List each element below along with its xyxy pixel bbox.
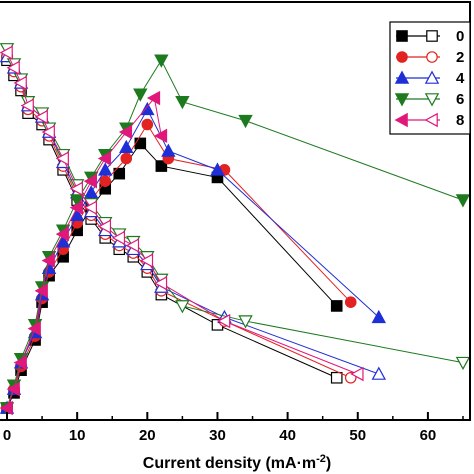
series-4-power-point xyxy=(98,162,113,176)
legend-item-2: 2 xyxy=(396,49,464,66)
series-8-voltage-point xyxy=(83,200,97,215)
series-0-power-point xyxy=(134,137,147,150)
tick-layer: 0 10 20 30 40 50 60 xyxy=(3,412,464,444)
x-tick-label: 10 xyxy=(69,427,86,444)
plot-frame xyxy=(0,1,471,421)
series-8-voltage-point xyxy=(350,366,364,382)
series-4-power-point xyxy=(140,101,155,116)
x-tick-label: 40 xyxy=(279,427,296,444)
series-2-power-point xyxy=(99,175,112,187)
series-8-voltage-point xyxy=(217,313,231,329)
series-8-voltage-point xyxy=(153,276,168,291)
x-axis-title-superscript: -2 xyxy=(316,453,326,465)
series-2-power-point xyxy=(141,118,154,131)
x-tick-label: 60 xyxy=(420,427,437,444)
series-8-voltage-line xyxy=(6,52,358,375)
x-tick-label: 50 xyxy=(349,427,366,444)
series-0-power-point xyxy=(330,300,343,312)
legend-marker-open xyxy=(424,93,440,107)
series-4-power-point xyxy=(119,139,134,153)
x-tick-label: 20 xyxy=(139,427,156,444)
series-8-power-point xyxy=(13,355,27,370)
series-0-voltage-point xyxy=(330,371,343,384)
legend-label: 4 xyxy=(456,70,465,87)
series-2-power-point xyxy=(120,152,133,165)
legend-item-6: 6 xyxy=(394,91,464,108)
series-8-voltage-point xyxy=(55,151,69,166)
legend-marker-open xyxy=(426,30,438,42)
series-6-voltage-point xyxy=(175,300,190,314)
legend-label: 2 xyxy=(456,49,464,66)
series-6-power-point xyxy=(69,194,85,208)
legend-marker-filled xyxy=(396,30,408,42)
series-8-voltage-point xyxy=(20,98,34,113)
series-layer xyxy=(0,43,471,416)
legend-marker-open xyxy=(424,112,438,128)
x-axis-title: Current density (mA·m-2) xyxy=(143,453,331,472)
series-6-power-point xyxy=(133,88,148,102)
series-6-power-point xyxy=(455,194,471,208)
legend-marker-filled xyxy=(394,93,410,107)
series-8-voltage-point xyxy=(41,124,55,140)
series-8-voltage-point xyxy=(6,60,20,76)
x-tick-label: 0 xyxy=(3,427,11,444)
legend-marker-filled xyxy=(394,112,408,128)
series-8-power-point xyxy=(146,90,161,106)
series-8-power-point xyxy=(0,400,13,416)
series-8-power-point xyxy=(41,253,55,268)
series-8-voltage-point xyxy=(13,75,27,91)
series-8-power-point xyxy=(34,283,48,299)
series-4-power-point xyxy=(210,162,225,176)
series-8-power-point xyxy=(97,151,112,166)
legend-item-8: 8 xyxy=(394,112,464,129)
legend-marker-open xyxy=(426,51,438,63)
series-8-voltage-point xyxy=(125,238,140,253)
series-8-power-point xyxy=(55,226,69,242)
legend-label: 8 xyxy=(456,112,464,129)
series-8-power-point xyxy=(83,173,97,189)
series-8-voltage-point xyxy=(0,45,13,60)
series-6-power-line xyxy=(6,59,464,409)
series-4-voltage-point xyxy=(371,366,387,380)
legend-marker-filled xyxy=(394,70,410,84)
series-6-voltage-point xyxy=(455,356,471,371)
series-8-voltage-point xyxy=(34,109,48,125)
series-0-power-point xyxy=(155,160,168,172)
legend-label: 0 xyxy=(456,28,464,45)
series-4-power-point xyxy=(83,185,99,199)
series-0-power-point xyxy=(113,167,126,180)
series-8-power-point xyxy=(27,321,41,336)
legend-marker-filled xyxy=(396,51,408,63)
series-8-power-point xyxy=(6,381,20,397)
legend-marker-open xyxy=(424,70,440,84)
legend-label: 6 xyxy=(456,91,464,108)
series-6-power-point xyxy=(154,54,169,68)
series-2-power-point xyxy=(344,296,357,308)
legend: 0 2 4 6 8 xyxy=(389,21,471,135)
series-8 xyxy=(0,45,364,416)
series-4-power-point xyxy=(69,207,85,222)
series-8-voltage-point xyxy=(97,219,112,234)
series-8-power-point xyxy=(153,128,168,144)
x-axis-title-text: Current density (mA·m xyxy=(143,455,316,472)
series-8-power-point xyxy=(118,124,133,140)
series-4-power-point xyxy=(55,234,71,248)
series-6-voltage-point xyxy=(238,315,253,329)
legend-item-0: 0 xyxy=(396,28,464,45)
series-4-power-point xyxy=(161,143,176,157)
series-8-voltage-point xyxy=(139,253,154,268)
series-6-power-point xyxy=(238,114,253,129)
x-tick-label: 30 xyxy=(209,427,226,444)
series-4-power-point xyxy=(371,309,387,324)
series-8-voltage-point xyxy=(69,181,83,196)
series-8-power-point xyxy=(69,200,83,215)
series-6-power-point xyxy=(175,96,190,110)
legend-item-4: 4 xyxy=(394,70,465,87)
x-axis-title-close: ) xyxy=(326,455,331,472)
series-8-voltage-point xyxy=(111,230,126,246)
